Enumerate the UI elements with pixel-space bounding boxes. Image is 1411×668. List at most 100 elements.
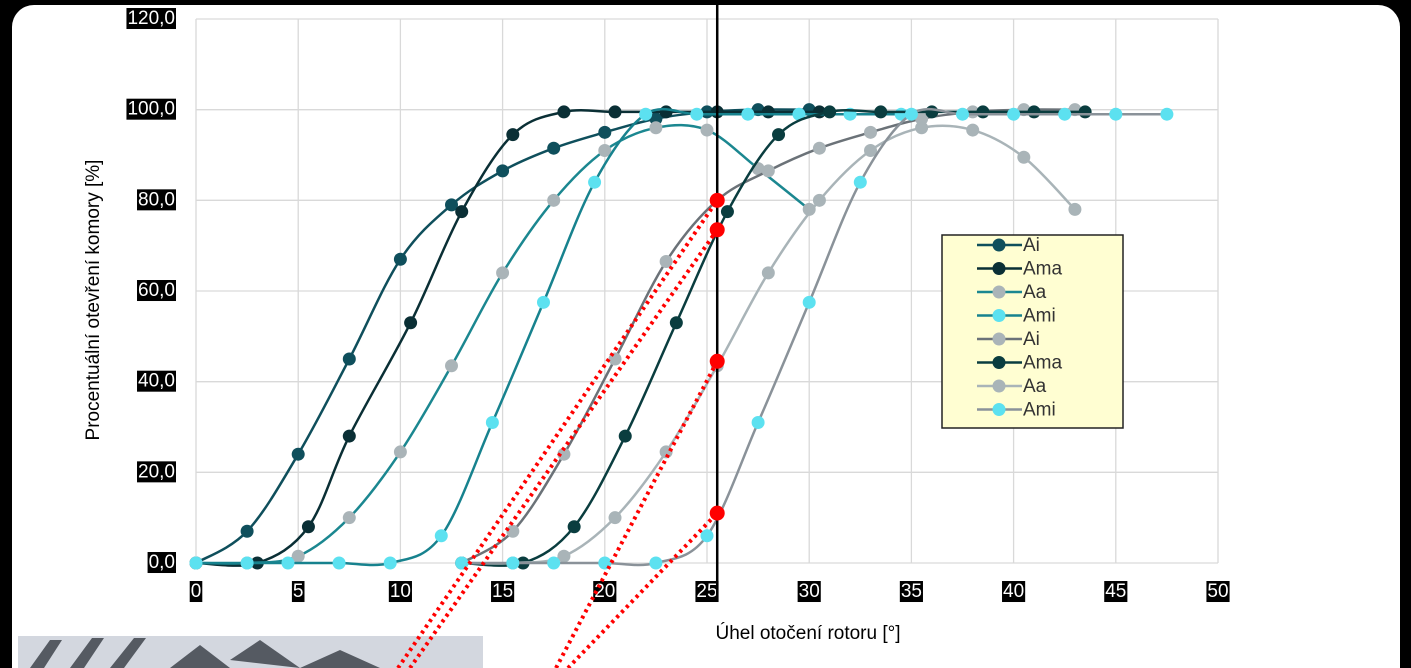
data-point bbox=[649, 557, 662, 570]
data-point bbox=[1079, 105, 1092, 118]
data-point bbox=[762, 105, 775, 118]
data-point bbox=[721, 205, 734, 218]
legend-marker bbox=[993, 333, 1006, 346]
data-point bbox=[506, 128, 519, 141]
data-point bbox=[1160, 108, 1173, 121]
data-point bbox=[547, 142, 560, 155]
data-point bbox=[619, 430, 632, 443]
data-point bbox=[976, 105, 989, 118]
legend-marker bbox=[993, 262, 1006, 275]
data-point bbox=[241, 557, 254, 570]
data-point bbox=[292, 448, 305, 461]
y-axis-title: Procentuální otevření komory [%] bbox=[83, 160, 104, 441]
x-tick-label: 10 bbox=[390, 581, 411, 602]
data-point bbox=[874, 105, 887, 118]
data-point bbox=[864, 126, 877, 139]
x-tick-label: 40 bbox=[1003, 581, 1024, 602]
highlight-point bbox=[710, 506, 725, 521]
data-point bbox=[956, 108, 969, 121]
data-point bbox=[343, 511, 356, 524]
y-tick-label: 40,0 bbox=[138, 371, 175, 392]
legend-label: Ami bbox=[1023, 306, 1056, 327]
data-point bbox=[1058, 108, 1071, 121]
x-tick-label: 25 bbox=[696, 581, 717, 602]
data-point bbox=[557, 105, 570, 118]
data-point bbox=[803, 296, 816, 309]
x-tick-label: 50 bbox=[1207, 581, 1228, 602]
data-point bbox=[762, 164, 775, 177]
data-point bbox=[1109, 108, 1122, 121]
legend-marker bbox=[993, 356, 1006, 369]
data-point bbox=[343, 353, 356, 366]
highlight-point bbox=[710, 222, 725, 237]
data-point bbox=[568, 520, 581, 533]
data-point bbox=[813, 142, 826, 155]
legend-label: Aa bbox=[1023, 376, 1047, 397]
y-tick-label: 100,0 bbox=[127, 99, 175, 120]
data-point bbox=[404, 316, 417, 329]
legend-label: Ami bbox=[1023, 400, 1056, 421]
x-tick-label: 0 bbox=[191, 581, 202, 602]
data-point bbox=[639, 108, 652, 121]
chart: Úhel otočení rotoru [°] Procentuální ote… bbox=[0, 0, 1411, 668]
data-point bbox=[854, 176, 867, 189]
data-point bbox=[762, 266, 775, 279]
legend-label: Ai bbox=[1023, 235, 1040, 256]
data-point bbox=[609, 511, 622, 524]
data-point bbox=[1028, 105, 1041, 118]
legend-marker bbox=[993, 239, 1006, 252]
legend-label: Ama bbox=[1023, 353, 1063, 374]
data-point bbox=[394, 253, 407, 266]
data-point bbox=[966, 124, 979, 137]
legend-label: Ai bbox=[1023, 329, 1040, 350]
data-point bbox=[588, 176, 601, 189]
x-tick-label: 35 bbox=[901, 581, 922, 602]
data-point bbox=[813, 194, 826, 207]
data-point bbox=[701, 124, 714, 137]
legend-label: Ama bbox=[1023, 259, 1063, 280]
data-point bbox=[1068, 203, 1081, 216]
data-point bbox=[547, 557, 560, 570]
data-point bbox=[537, 296, 550, 309]
data-point bbox=[496, 164, 509, 177]
data-point bbox=[905, 108, 918, 121]
data-point bbox=[302, 520, 315, 533]
y-tick-label: 80,0 bbox=[138, 189, 175, 210]
data-point bbox=[925, 105, 938, 118]
y-tick-label: 0,0 bbox=[149, 552, 175, 573]
x-tick-label: 15 bbox=[492, 581, 513, 602]
x-tick-label: 30 bbox=[799, 581, 820, 602]
x-tick-label: 5 bbox=[293, 581, 304, 602]
legend-marker bbox=[993, 380, 1006, 393]
data-point bbox=[435, 529, 448, 542]
data-point bbox=[281, 557, 294, 570]
data-point bbox=[384, 557, 397, 570]
y-tick-label: 20,0 bbox=[138, 461, 175, 482]
data-point bbox=[690, 108, 703, 121]
data-point bbox=[598, 126, 611, 139]
data-point bbox=[649, 121, 662, 134]
data-point bbox=[241, 525, 254, 538]
data-point bbox=[486, 416, 499, 429]
inset-image bbox=[18, 636, 483, 668]
data-point bbox=[333, 557, 346, 570]
data-point bbox=[670, 316, 683, 329]
data-point bbox=[1007, 108, 1020, 121]
y-tick-label: 120,0 bbox=[127, 8, 175, 29]
data-point bbox=[445, 359, 458, 372]
data-point bbox=[609, 105, 622, 118]
data-point bbox=[1017, 151, 1030, 164]
data-point bbox=[741, 108, 754, 121]
data-point bbox=[752, 416, 765, 429]
data-point bbox=[823, 105, 836, 118]
legend-marker bbox=[993, 309, 1006, 322]
highlight-point bbox=[710, 193, 725, 208]
data-point bbox=[547, 194, 560, 207]
legend-marker bbox=[993, 403, 1006, 416]
data-point bbox=[772, 128, 785, 141]
data-point bbox=[506, 557, 519, 570]
data-point bbox=[455, 205, 468, 218]
panel bbox=[12, 5, 1400, 668]
legend-label: Aa bbox=[1023, 282, 1047, 303]
legend-marker bbox=[993, 286, 1006, 299]
